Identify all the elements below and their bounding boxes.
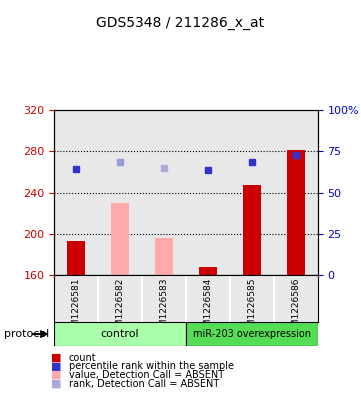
- Text: ■: ■: [51, 370, 61, 380]
- Text: GDS5348 / 211286_x_at: GDS5348 / 211286_x_at: [96, 16, 265, 30]
- Text: percentile rank within the sample: percentile rank within the sample: [69, 361, 234, 371]
- Bar: [287, 150, 305, 275]
- Text: value, Detection Call = ABSENT: value, Detection Call = ABSENT: [69, 370, 224, 380]
- Text: miR-203 overexpression: miR-203 overexpression: [193, 329, 311, 339]
- Text: GSM1226581: GSM1226581: [71, 277, 81, 338]
- Text: control: control: [101, 329, 139, 339]
- Bar: [243, 185, 261, 275]
- Text: ■: ■: [51, 378, 61, 389]
- Text: GSM1226586: GSM1226586: [291, 277, 300, 338]
- Text: ■: ■: [51, 353, 61, 363]
- Text: GSM1226582: GSM1226582: [116, 277, 125, 338]
- Text: count: count: [69, 353, 96, 363]
- Text: rank, Detection Call = ABSENT: rank, Detection Call = ABSENT: [69, 378, 219, 389]
- Bar: [68, 241, 85, 275]
- FancyBboxPatch shape: [54, 322, 186, 346]
- Bar: [155, 238, 173, 275]
- Bar: [199, 267, 217, 275]
- Text: GSM1226584: GSM1226584: [203, 277, 212, 338]
- Text: ■: ■: [51, 361, 61, 371]
- Bar: [111, 203, 129, 275]
- Text: GSM1226583: GSM1226583: [160, 277, 169, 338]
- FancyBboxPatch shape: [186, 322, 318, 346]
- Text: protocol: protocol: [4, 329, 49, 339]
- Text: GSM1226585: GSM1226585: [247, 277, 256, 338]
